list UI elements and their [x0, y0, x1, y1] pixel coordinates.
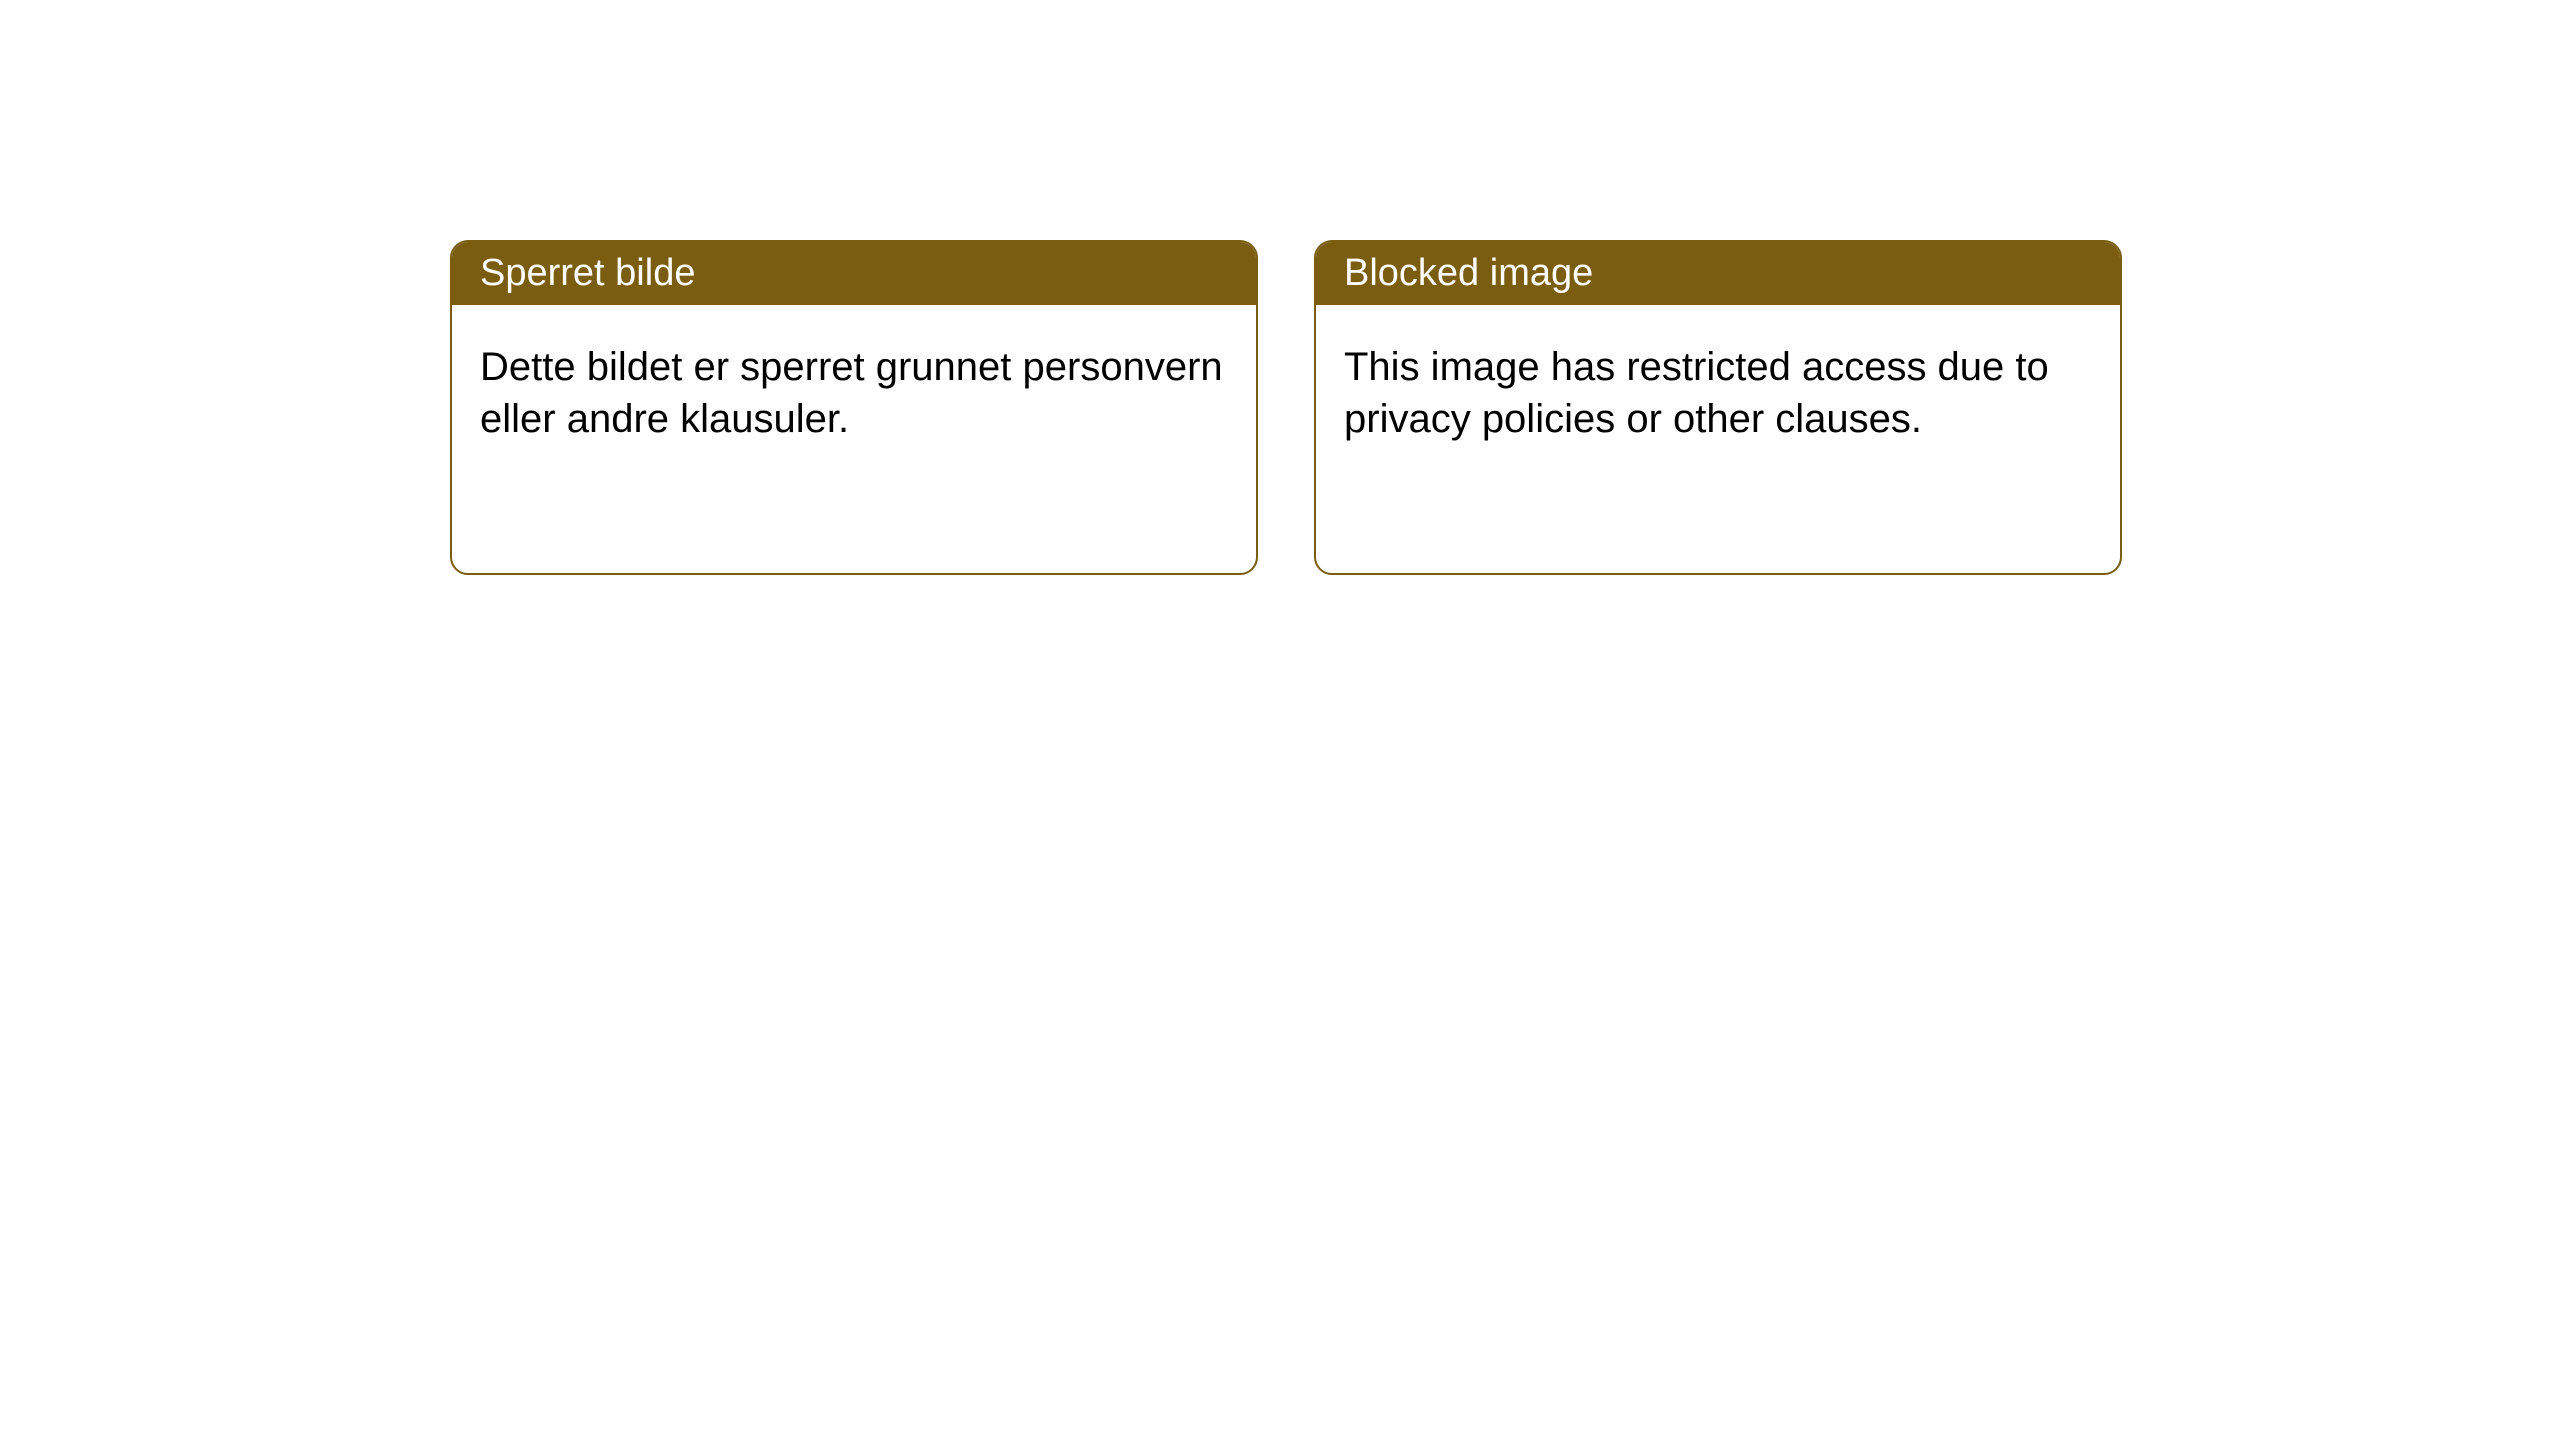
notice-card-body: Dette bildet er sperret grunnet personve… — [452, 305, 1256, 573]
notice-card-message: Dette bildet er sperret grunnet personve… — [480, 341, 1228, 445]
notice-card-norwegian: Sperret bilde Dette bildet er sperret gr… — [450, 240, 1258, 575]
notice-card-title: Blocked image — [1344, 252, 1593, 294]
notice-card-message: This image has restricted access due to … — [1344, 341, 2092, 445]
notice-card-header: Blocked image — [1316, 242, 2120, 305]
notice-card-english: Blocked image This image has restricted … — [1314, 240, 2122, 575]
notice-card-header: Sperret bilde — [452, 242, 1256, 305]
notice-cards-container: Sperret bilde Dette bildet er sperret gr… — [0, 0, 2560, 575]
notice-card-title: Sperret bilde — [480, 252, 695, 294]
notice-card-body: This image has restricted access due to … — [1316, 305, 2120, 573]
